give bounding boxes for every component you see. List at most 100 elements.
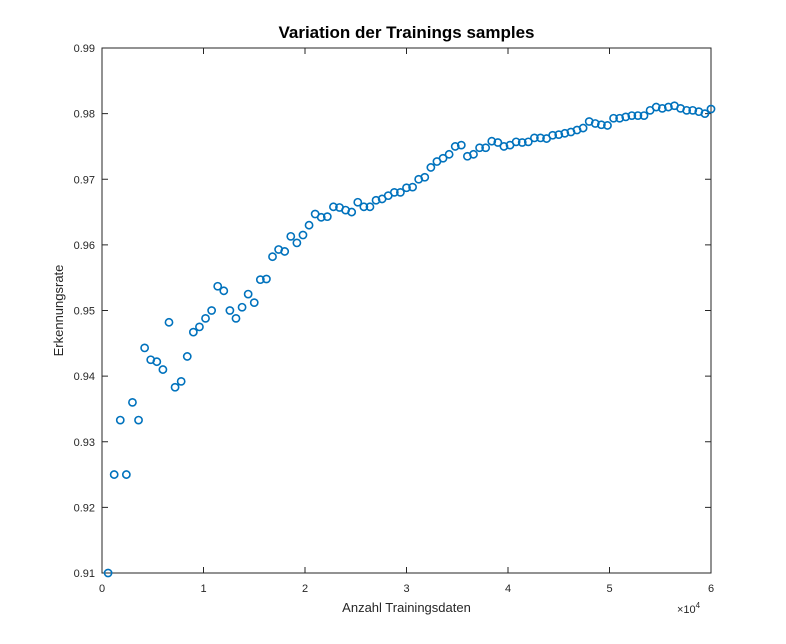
data-point [115,415,125,425]
data-point [475,143,484,153]
data-point [523,137,533,147]
data-point [493,138,503,147]
data-point [304,220,314,230]
data-point [529,133,539,143]
x-axis-exponent-base: ×10 [677,604,696,616]
x-tick-label: 5 [606,583,612,595]
data-point [298,230,308,240]
data-point [639,111,649,120]
data-point [164,317,174,327]
data-point [195,322,204,332]
data-point [389,187,399,197]
data-point [438,153,448,163]
data-point [578,123,588,133]
data-point [249,298,259,308]
y-tick-label: 0.97 [74,174,95,186]
x-axis-ticks: 0 1 2 3 4 5 6 [99,48,714,595]
data-point [347,207,357,217]
data-point [554,130,564,140]
data-point [396,187,405,197]
data-point [682,105,692,115]
data-point [663,102,673,112]
data-point [182,352,192,361]
data-point [536,133,545,143]
data-point [213,281,223,291]
data-point [651,102,661,112]
data-point [243,289,253,299]
chart-title: Variation der Trainings samples [278,23,534,42]
data-point [237,302,247,312]
data-point [590,119,600,128]
data-point [481,143,491,153]
data-point [450,142,460,151]
y-tick-label: 0.95 [74,306,95,318]
data-point [657,103,667,113]
data-point [517,138,527,147]
data-point [706,104,716,114]
y-tick-label: 0.92 [74,502,95,514]
x-axis-exponent: ×104 [677,601,701,616]
plot-area [101,47,712,574]
y-tick-label: 0.98 [74,109,95,121]
y-tick-label: 0.93 [74,437,95,449]
data-point [596,120,606,130]
data-point [511,137,521,147]
data-point [688,105,698,115]
y-axis-label: Erkennungsrate [51,265,66,357]
data-point [444,149,454,159]
data-point [158,365,168,374]
data-point [262,274,271,284]
x-tick-label: 2 [302,583,308,595]
data-point [170,382,180,392]
y-tick-label: 0.91 [74,568,95,580]
data-point [408,182,417,192]
data-point [353,197,363,207]
data-point [621,112,631,122]
data-points [103,101,716,578]
y-tick-label: 0.96 [74,240,95,252]
data-point [371,195,381,205]
data-point [359,202,369,212]
data-point [426,163,436,172]
data-point [103,568,113,578]
data-point [286,231,296,241]
data-point [322,212,332,222]
data-point [316,212,326,222]
data-point [365,202,375,212]
data-point [633,111,643,120]
data-point [152,357,162,367]
y-axis-ticks: 0.91 0.92 0.93 0.94 0.95 0.96 0.97 0.98 0.99 [74,43,711,580]
data-point [700,109,710,119]
data-point [487,136,497,146]
y-tick-label: 0.94 [74,371,95,383]
data-point [128,397,137,407]
data-point [219,286,229,296]
data-point [140,343,150,353]
x-tick-label: 0 [99,583,105,595]
data-point [615,113,625,123]
data-point [456,140,466,150]
y-tick-label: 0.99 [74,43,95,55]
data-point [121,470,131,479]
x-axis-exponent-power: 4 [696,601,701,610]
data-point [292,238,302,248]
data-point [609,113,618,123]
data-point [188,327,198,337]
data-point [201,313,210,323]
x-tick-label: 6 [708,583,714,595]
data-point [231,313,241,323]
data-point [280,247,290,256]
data-point [560,128,570,138]
data-point [499,142,509,151]
data-point [603,121,612,130]
data-point [268,252,277,262]
data-point [207,306,217,315]
data-point [176,376,186,386]
data-point [109,470,119,479]
data-point [255,275,265,285]
x-tick-label: 4 [505,583,511,595]
data-point [469,149,478,159]
x-axis-label: Anzahl Trainingsdaten [342,600,471,615]
data-point [329,202,338,212]
x-tick-label: 3 [403,583,409,595]
